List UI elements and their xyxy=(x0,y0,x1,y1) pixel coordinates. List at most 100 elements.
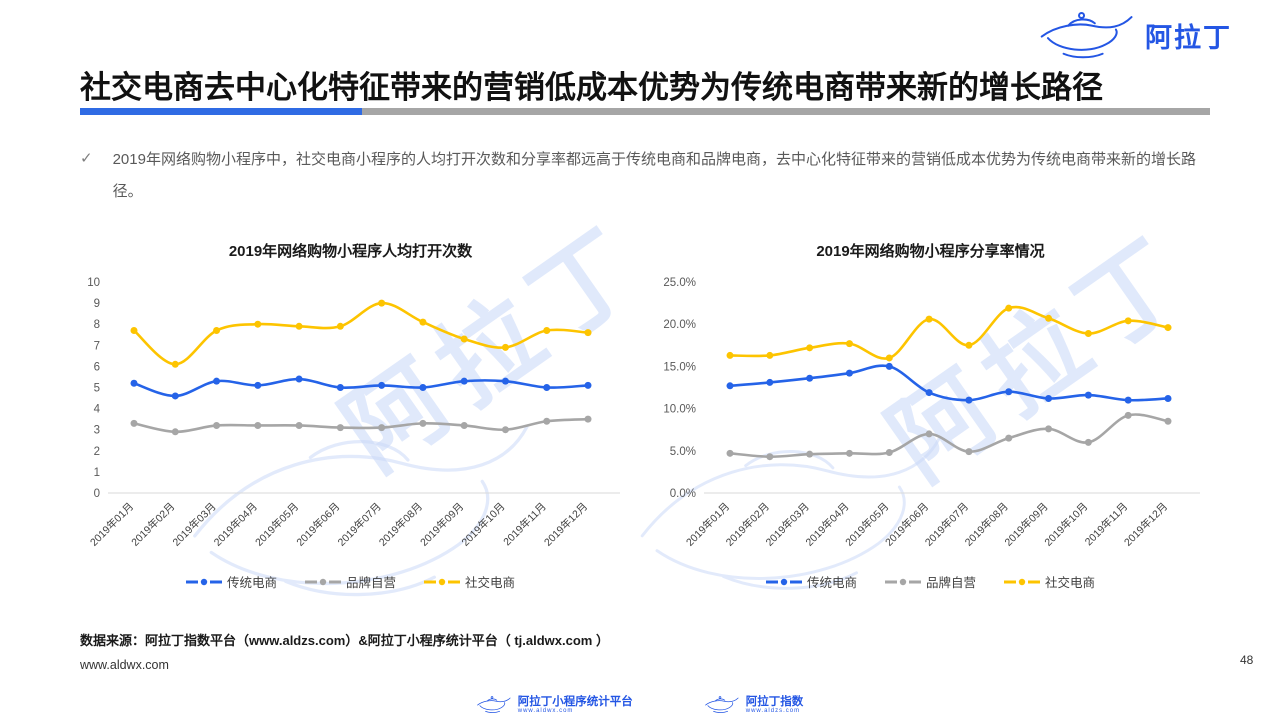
legend-item: 品牌自营 xyxy=(884,572,976,591)
y-tick-label: 7 xyxy=(94,340,100,352)
footer-logo-index-platform: 阿拉丁指数 www.aldzs.com xyxy=(705,695,804,714)
data-point xyxy=(1164,394,1172,402)
legend-item: 传统电商 xyxy=(765,572,857,591)
aladdin-lamp-icon xyxy=(1039,10,1135,60)
data-point xyxy=(1124,396,1132,404)
y-tick-label: 15.0% xyxy=(663,361,696,373)
data-point xyxy=(925,315,933,323)
data-point xyxy=(419,384,427,391)
y-tick-label: 3 xyxy=(94,425,100,437)
data-point xyxy=(213,377,221,385)
legend-item: 社交电商 xyxy=(1004,572,1095,591)
page-title: 社交电商去中心化特征带来的营销低成本优势为传统电商带来新的增长路径 xyxy=(80,70,1103,105)
data-point xyxy=(295,421,303,429)
brand-logo: 阿拉丁 xyxy=(1039,10,1232,60)
y-tick-label: 9 xyxy=(94,298,100,310)
data-point xyxy=(254,381,262,389)
x-tick-label: 2019年10月 xyxy=(459,500,508,549)
data-point xyxy=(584,381,592,389)
data-point xyxy=(254,320,262,328)
series-line-1 xyxy=(132,417,590,434)
chart-share-rate-title: 2019年网络购物小程序分享率情况 xyxy=(816,243,1045,260)
footer-brand-row: 阿拉丁小程序统计平台 www.aldwx.com 阿拉丁指数 www.aldzs… xyxy=(0,695,1280,714)
legend-marker-icon xyxy=(884,578,921,585)
data-point xyxy=(1124,411,1132,419)
data-point xyxy=(543,417,551,425)
footer-logo-stats-label: 阿拉丁小程序统计平台 xyxy=(517,695,633,708)
data-point xyxy=(766,378,774,386)
data-point xyxy=(460,421,468,429)
x-tick-label: 2019年05月 xyxy=(252,500,301,549)
legend-item: 社交电商 xyxy=(424,572,515,591)
y-tick-label: 20.0% xyxy=(663,319,696,331)
chart-open-count-legend: 传统电商 品牌自营 社交电商 xyxy=(68,572,633,591)
title-divider xyxy=(80,108,1210,115)
data-point xyxy=(1084,438,1092,446)
footer-logo-stats-platform: 阿拉丁小程序统计平台 www.aldwx.com xyxy=(477,695,633,714)
legend-marker-icon xyxy=(185,578,222,585)
x-tick-label: 2019年04月 xyxy=(211,500,260,549)
data-point xyxy=(543,384,551,391)
data-point xyxy=(336,322,344,330)
data-point xyxy=(965,341,973,349)
data-point xyxy=(726,382,734,390)
data-point xyxy=(766,351,774,359)
data-point xyxy=(885,354,893,362)
data-point xyxy=(845,369,853,377)
x-tick-label: 2019年03月 xyxy=(170,500,219,549)
data-point xyxy=(766,453,774,461)
data-point xyxy=(501,377,509,385)
data-point xyxy=(501,426,509,434)
chart-open-count: 2019年网络购物小程序人均打开次数 0 1 2 3 4 5 6 7 8 9 10 2019年01月 2… xyxy=(68,240,633,591)
data-point xyxy=(806,450,814,458)
data-point xyxy=(885,362,893,370)
data-point xyxy=(460,335,468,343)
data-point xyxy=(1084,391,1092,399)
y-tick-label: 2 xyxy=(94,446,100,458)
site-url: www.aldwx.com xyxy=(80,658,169,672)
legend-label: 传统电商 xyxy=(226,576,277,590)
key-finding: ✓ 2019年网络购物小程序中，社交电商小程序的人均打开次数和分享率都远高于传统… xyxy=(80,144,1205,208)
data-point xyxy=(419,318,427,326)
line-chart-canvas: 0123456789102019年01月2019年02月2019年03月2019… xyxy=(87,277,620,549)
chart-open-count-title: 2019年网络购物小程序人均打开次数 xyxy=(228,243,473,260)
y-tick-label: 0.0% xyxy=(670,488,696,500)
data-point xyxy=(213,421,221,429)
data-point xyxy=(171,392,179,400)
data-point xyxy=(1164,324,1172,332)
y-tick-label: 5.0% xyxy=(670,446,696,458)
data-point xyxy=(336,384,344,391)
series-line-1 xyxy=(728,413,1170,459)
y-tick-label: 8 xyxy=(94,319,100,331)
chart-share-rate-legend: 传统电商 品牌自营 社交电商 xyxy=(648,572,1213,591)
data-point xyxy=(1084,329,1092,337)
x-tick-label: 2019年07月 xyxy=(335,500,384,549)
line-chart-canvas: 0.0%5.0%10.0%15.0%20.0%25.0%2019年01月2019… xyxy=(663,277,1200,549)
footer-logo-index-label: 阿拉丁指数 xyxy=(745,695,804,708)
legend-marker-icon xyxy=(424,578,460,585)
data-point xyxy=(378,424,386,432)
series-line-0 xyxy=(132,377,590,398)
y-tick-label: 10 xyxy=(87,277,100,289)
legend-label: 社交电商 xyxy=(465,576,516,590)
legend-label: 社交电商 xyxy=(1045,576,1096,590)
data-point xyxy=(213,327,221,335)
footer-logo-index-url: www.aldzs.com xyxy=(745,707,801,714)
data-point xyxy=(1164,417,1172,425)
y-tick-label: 10.0% xyxy=(663,404,696,416)
legend-marker-icon xyxy=(1004,578,1040,585)
data-point xyxy=(543,327,551,335)
data-point xyxy=(806,344,814,352)
data-point xyxy=(806,374,814,382)
data-point xyxy=(171,360,179,368)
data-point xyxy=(726,351,734,359)
legend-marker-icon xyxy=(304,578,341,585)
data-point xyxy=(1045,425,1053,433)
y-tick-label: 6 xyxy=(94,361,100,373)
x-tick-label: 2019年12月 xyxy=(1121,500,1170,549)
data-point xyxy=(1045,394,1053,402)
data-point xyxy=(336,424,344,432)
footer-logo-stats-url: www.aldwx.com xyxy=(517,707,574,714)
y-tick-label: 1 xyxy=(94,467,100,479)
